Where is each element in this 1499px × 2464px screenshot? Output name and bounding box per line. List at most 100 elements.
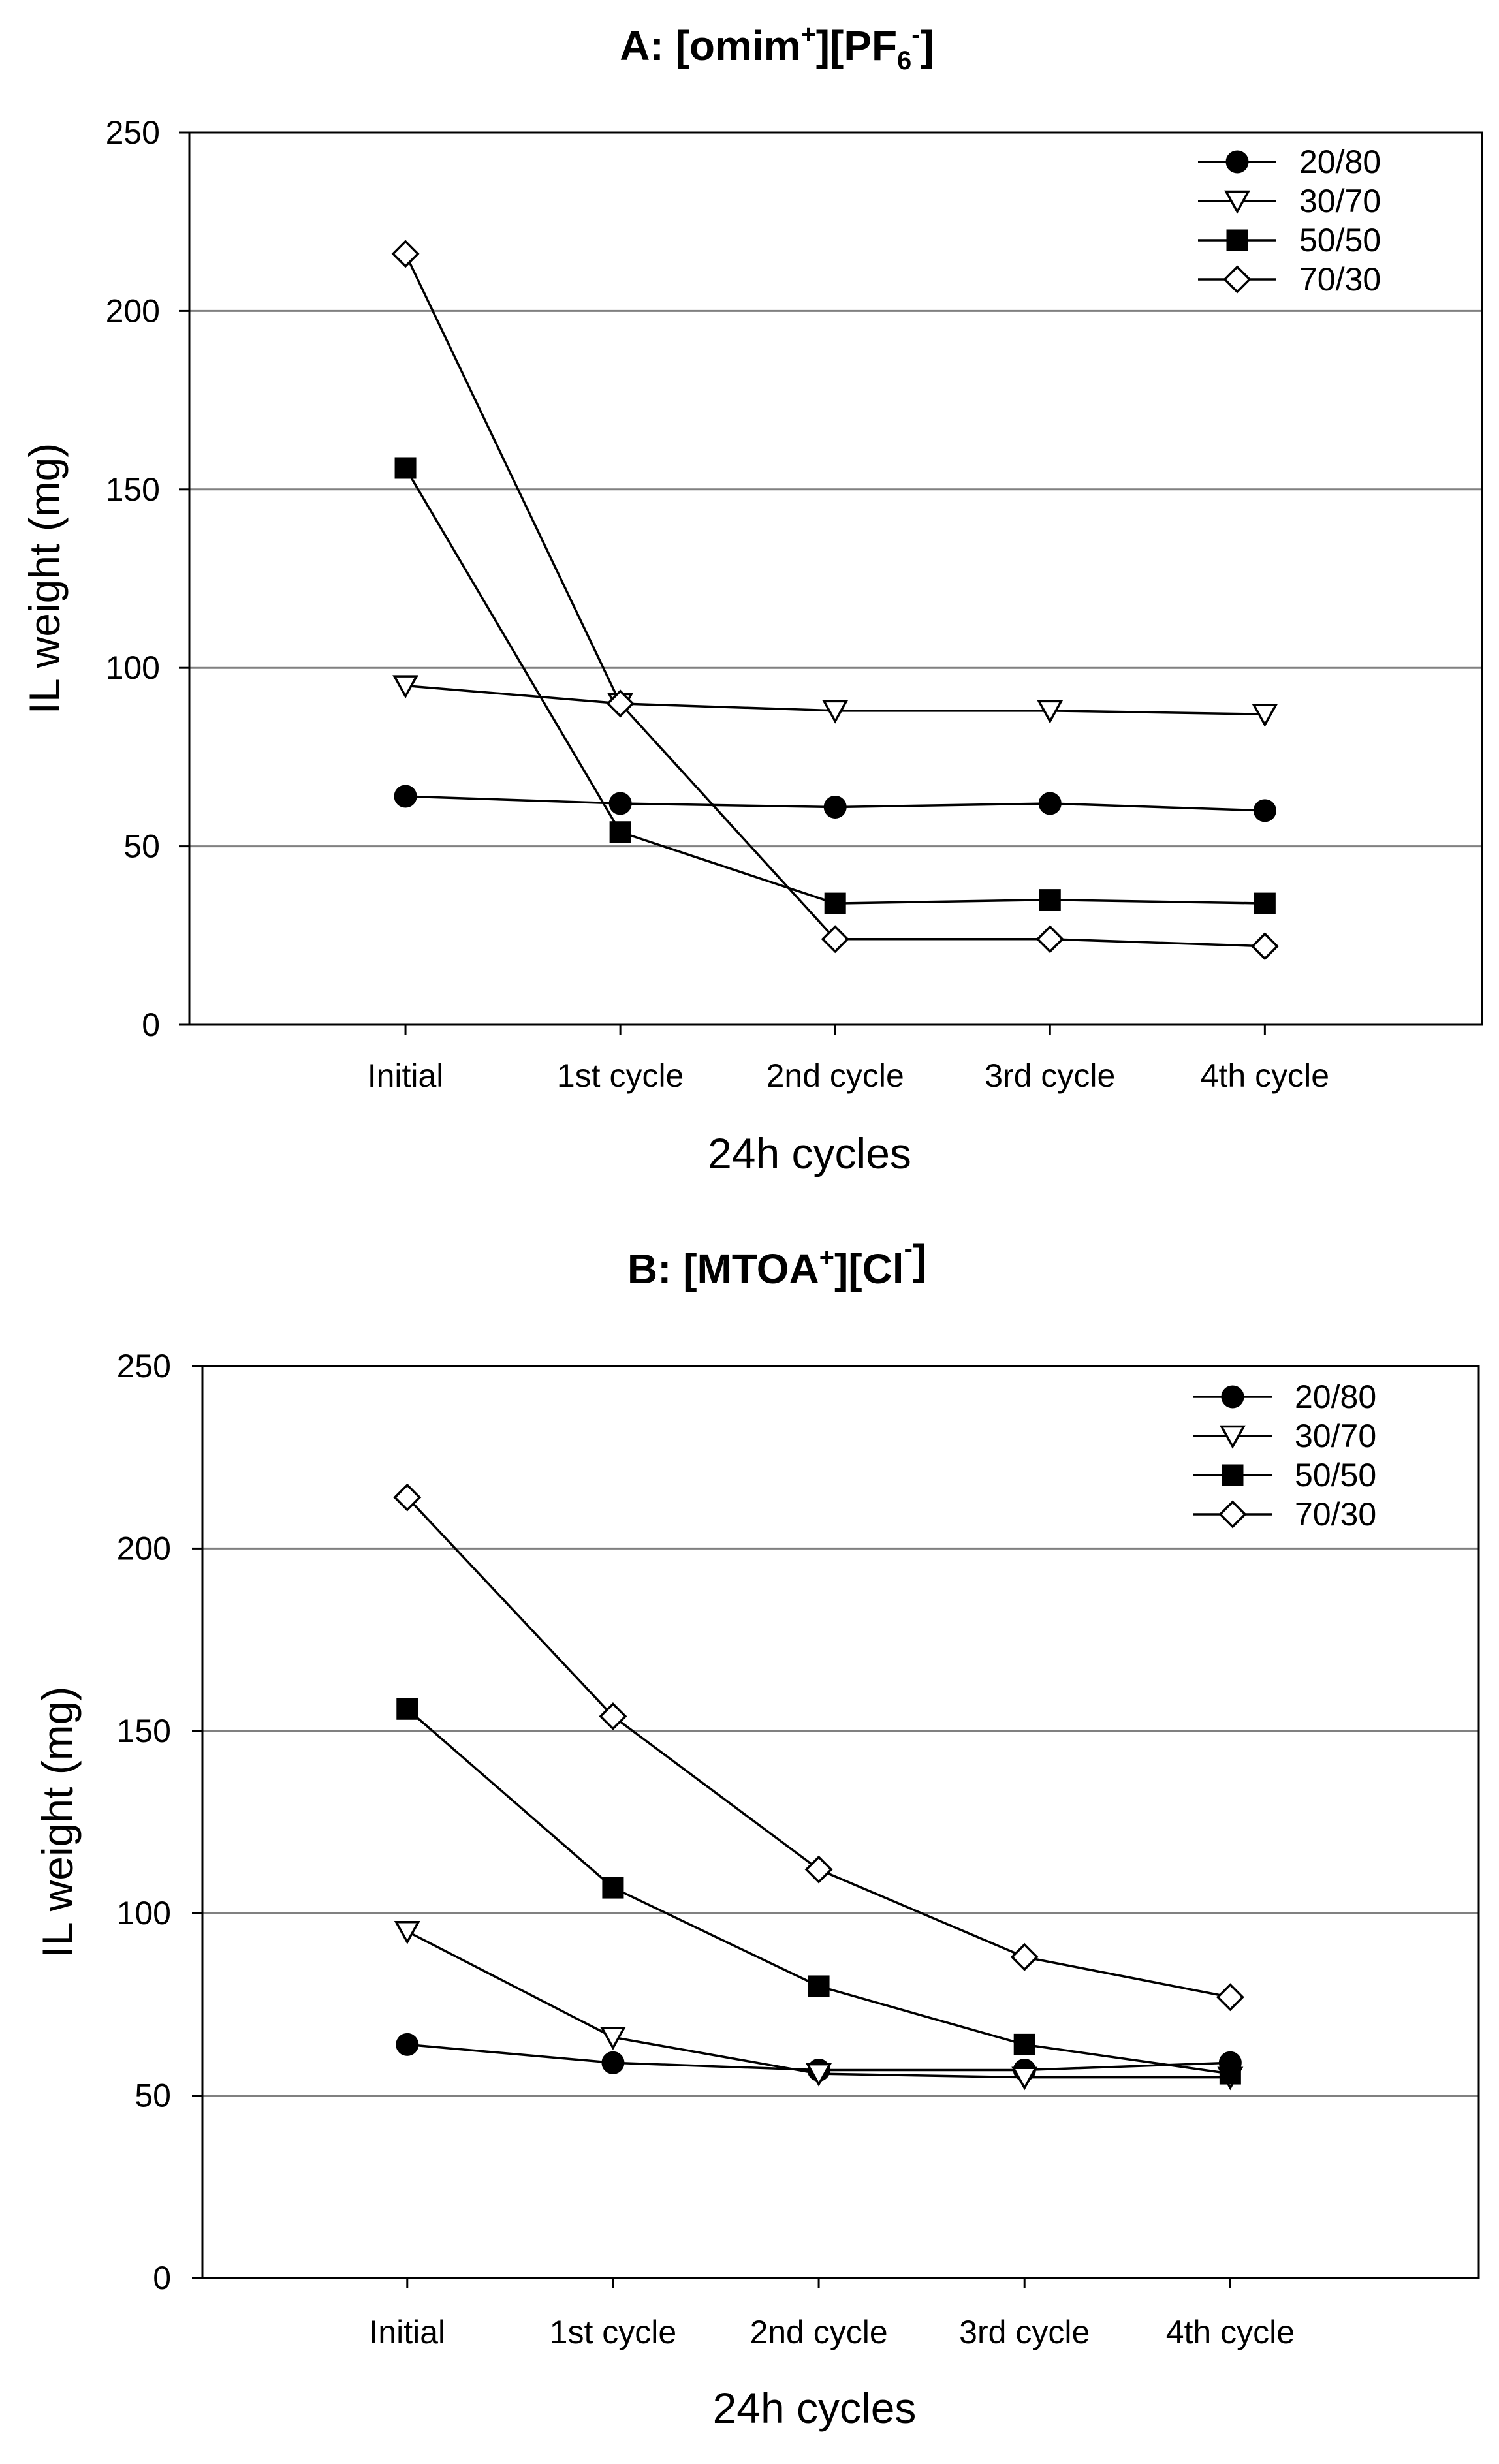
legend-label: 70/30 xyxy=(1295,1496,1376,1533)
data-point xyxy=(1013,2033,1035,2055)
legend-marker xyxy=(1220,1425,1246,1449)
x-tick-label: 2nd cycle xyxy=(750,2314,887,2350)
legend-marker xyxy=(1225,150,1249,174)
chart-title: B: [MTOA+][Cl-] xyxy=(627,1234,926,1292)
data-point xyxy=(1253,799,1276,822)
x-tick-label: 4th cycle xyxy=(1201,1057,1329,1094)
y-tick-label: 100 xyxy=(106,649,160,686)
data-point xyxy=(396,1698,418,1720)
data-point xyxy=(824,892,846,914)
y-tick-label: 100 xyxy=(117,1895,171,1931)
y-axis-label: IL weight (mg) xyxy=(33,1687,82,1958)
data-point xyxy=(609,821,631,843)
x-axis-label: 24h cycles xyxy=(708,1129,911,1177)
y-tick-label: 150 xyxy=(117,1713,171,1749)
y-tick-label: 250 xyxy=(117,1348,171,1384)
data-point xyxy=(1035,925,1064,954)
title-part: B: [MTOA xyxy=(627,1245,819,1292)
legend-marker xyxy=(1224,190,1250,214)
x-tick-label: 2nd cycle xyxy=(766,1057,904,1094)
y-axis-label: IL weight (mg) xyxy=(20,443,69,715)
y-tick-label: 250 xyxy=(106,114,160,151)
chart-title: A: [omim+][PF6-] xyxy=(620,20,934,75)
legend-label: 30/70 xyxy=(1295,1418,1376,1454)
title-part: ][PF xyxy=(816,22,897,69)
y-tick-label: 50 xyxy=(134,2078,171,2114)
data-point xyxy=(804,1855,833,1884)
data-point xyxy=(599,1702,627,1730)
y-tick-label: 150 xyxy=(106,471,160,508)
data-point xyxy=(822,700,849,724)
x-tick-label: 3rd cycle xyxy=(959,2314,1090,2350)
data-point xyxy=(392,675,419,699)
x-tick-label: 1st cycle xyxy=(550,2314,677,2350)
series-50-50 xyxy=(404,467,1265,905)
legend-marker xyxy=(1221,1385,1244,1409)
title-part: ] xyxy=(920,22,934,69)
data-point xyxy=(602,1877,624,1899)
data-point xyxy=(599,2026,626,2050)
series-markers-30-70 xyxy=(392,675,1278,728)
legend-marker xyxy=(1226,229,1248,251)
data-point xyxy=(823,795,847,819)
y-tick-label: 0 xyxy=(142,1006,160,1043)
data-point xyxy=(606,689,635,718)
legend-label: 50/50 xyxy=(1299,222,1381,258)
data-point xyxy=(808,1975,830,1997)
data-point xyxy=(821,925,849,954)
series-markers-50-50 xyxy=(394,457,1276,914)
y-tick-label: 50 xyxy=(123,828,160,865)
data-point xyxy=(601,2051,625,2074)
chart-b: 0 50 100 150 200 250 Initial 1st cycle 2nd cycle… xyxy=(33,1234,1480,2432)
legend-label: 20/80 xyxy=(1299,144,1381,180)
legend-marker xyxy=(1223,265,1252,294)
y-tick-label: 0 xyxy=(153,2260,171,2296)
data-point xyxy=(1254,892,1276,914)
legend-marker xyxy=(1218,1500,1247,1529)
data-point xyxy=(391,240,420,268)
legend-label: 50/50 xyxy=(1295,1457,1376,1493)
data-point xyxy=(394,1920,420,1944)
data-point xyxy=(1010,1942,1039,1971)
title-part: + xyxy=(801,20,816,49)
title-part: - xyxy=(911,20,920,49)
legend-marker xyxy=(1222,1464,1244,1486)
y-tick-label: 200 xyxy=(106,292,160,329)
legend-label: 20/80 xyxy=(1295,1379,1376,1415)
data-point xyxy=(1039,889,1061,911)
x-tick-label: 4th cycle xyxy=(1166,2314,1295,2350)
plot-frame xyxy=(188,131,1483,1026)
data-point xyxy=(1038,792,1062,815)
series-line xyxy=(404,467,1265,905)
data-point xyxy=(608,792,632,815)
x-tick-label: 1st cycle xyxy=(557,1057,684,1094)
data-point xyxy=(1219,2063,1241,2085)
data-point xyxy=(1037,700,1064,724)
title-part: ] xyxy=(913,1236,926,1283)
title-part: 6 xyxy=(897,46,911,75)
y-tick-label: 200 xyxy=(117,1530,171,1567)
title-part: + xyxy=(819,1243,834,1272)
data-point xyxy=(1011,2066,1038,2091)
data-point xyxy=(1250,932,1279,961)
series-70-30 xyxy=(406,1496,1231,1999)
series-line xyxy=(404,253,1265,948)
series-markers-50-50 xyxy=(396,1698,1241,2085)
data-point xyxy=(1216,1983,1244,2012)
data-point xyxy=(1252,704,1278,728)
legend-label: 70/30 xyxy=(1299,261,1381,298)
data-point xyxy=(393,1483,422,1512)
title-part: ][Cl xyxy=(834,1245,904,1292)
data-point xyxy=(394,785,417,808)
x-tick-label: Initial xyxy=(368,1057,444,1094)
series-markers-20-80 xyxy=(394,785,1276,822)
title-part: A: [omim xyxy=(620,22,800,69)
plot-frame xyxy=(201,1365,1480,2279)
series-line xyxy=(406,1708,1231,2075)
x-tick-label: Initial xyxy=(369,2314,445,2350)
x-axis-label: 24h cycles xyxy=(713,2384,917,2432)
data-point xyxy=(394,457,417,479)
